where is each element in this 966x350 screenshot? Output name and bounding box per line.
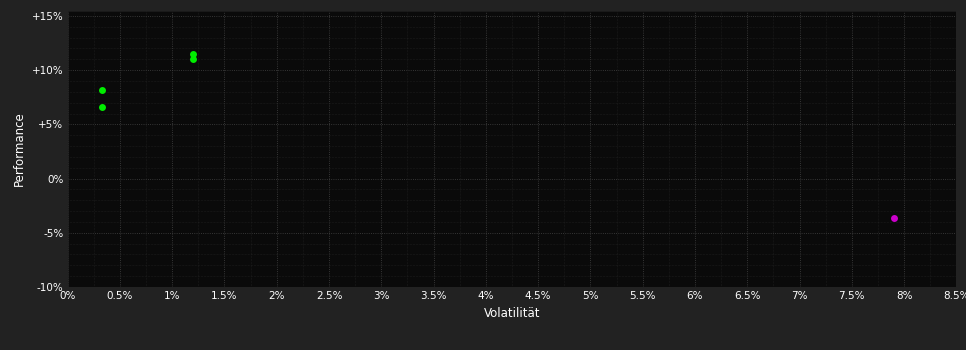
Point	[95, 104, 110, 110]
Y-axis label: Performance: Performance	[14, 111, 26, 186]
X-axis label: Volatilität: Volatilität	[484, 307, 540, 320]
Point	[185, 56, 201, 62]
Point	[95, 87, 110, 92]
Point	[886, 215, 901, 220]
Point	[185, 51, 201, 57]
